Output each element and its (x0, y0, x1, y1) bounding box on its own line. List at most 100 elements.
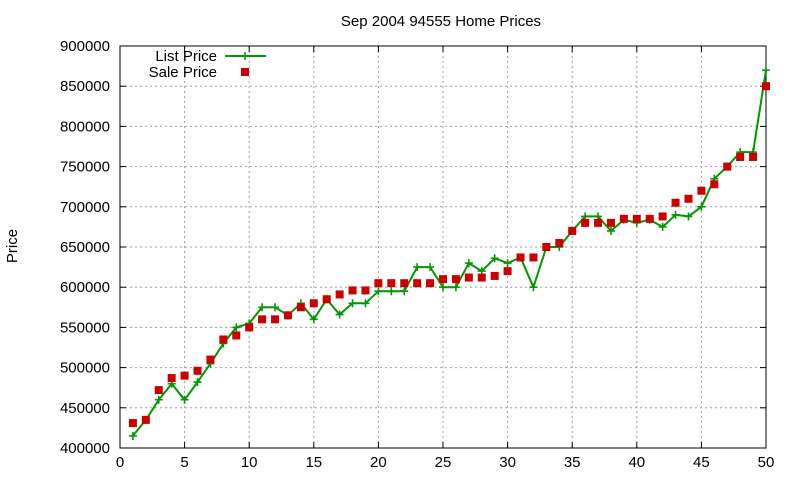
sale-price-point (322, 295, 331, 304)
sale-price-point (606, 218, 615, 227)
list-price-point (154, 395, 163, 404)
y-tick-label: 400000 (60, 440, 110, 457)
x-tick-label: 45 (693, 454, 710, 471)
sale-price-point (749, 152, 758, 161)
grid-lines (120, 46, 766, 448)
sale-price-point (516, 253, 525, 262)
sale-price-point (671, 198, 680, 207)
x-tick-label: 30 (499, 454, 516, 471)
sale-price-point (374, 279, 383, 288)
legend-marker-list-price (241, 52, 249, 60)
sale-price-point (723, 162, 732, 171)
sale-price-point (361, 286, 370, 295)
sale-price-point (581, 218, 590, 227)
sale-price-point (762, 82, 770, 91)
sale-price-point (258, 315, 267, 324)
legend-label-list-price: List Price (155, 48, 217, 65)
x-tick-label: 5 (180, 454, 188, 471)
sale-price-point (283, 311, 292, 320)
x-tick-label: 10 (241, 454, 258, 471)
list-price-point (606, 226, 615, 235)
list-price-point (180, 395, 189, 404)
sale-price-point (309, 299, 318, 308)
sale-price-point (439, 275, 447, 284)
list-price-point (309, 315, 318, 324)
list-price-point (374, 287, 383, 296)
sale-price-point (619, 214, 628, 223)
list-price-point (426, 263, 435, 272)
sale-price-point (736, 152, 745, 161)
sale-price-point (296, 303, 305, 312)
list-price-point (348, 299, 357, 308)
sale-price-point (245, 323, 254, 332)
y-tick-label: 500000 (60, 360, 110, 377)
x-tick-label: 25 (435, 454, 452, 471)
sale-price-point (658, 212, 667, 221)
legend-marker-sale-price (241, 68, 249, 76)
list-price-point (529, 283, 538, 292)
sale-price-point (232, 331, 241, 340)
sale-price-point (141, 415, 150, 424)
plot-frame (119, 45, 767, 449)
legend: List Price Sale Price (149, 48, 266, 81)
sale-price-point (193, 366, 202, 375)
list-price-point (400, 287, 409, 296)
list-price-point (697, 202, 706, 211)
sale-price-point (503, 267, 512, 276)
x-tick-label: 40 (628, 454, 645, 471)
sale-price-point (542, 243, 551, 251)
list-price-point (671, 210, 680, 219)
sale-price-point (568, 226, 577, 235)
sale-price-point (684, 194, 693, 203)
sale-price-point (387, 279, 396, 288)
y-tick-label: 650000 (60, 239, 110, 256)
sale-price-point (490, 271, 499, 280)
list-price-point (361, 299, 370, 308)
sale-price-point (128, 419, 137, 428)
sale-price-point (400, 279, 409, 288)
sale-price-point (710, 180, 719, 189)
sale-price-point (426, 279, 435, 288)
sale-price-point (206, 355, 215, 364)
list-price-point (762, 66, 770, 75)
x-tick-label: 0 (116, 454, 124, 471)
y-tick-label: 700000 (60, 199, 110, 216)
y-tick-label: 850000 (60, 78, 110, 95)
sale-price-point (594, 218, 603, 227)
y-tick-label: 900000 (60, 38, 110, 55)
list-price-point (335, 310, 344, 319)
sale-price-point (645, 214, 654, 223)
list-price-point (684, 212, 693, 221)
list-price-point (464, 259, 473, 268)
sale-price-point (632, 214, 641, 223)
x-tick-label: 15 (305, 454, 322, 471)
x-tick-label: 20 (370, 454, 387, 471)
sale-price-point (464, 273, 473, 282)
list-price-point (413, 263, 422, 272)
legend-label-sale-price: Sale Price (149, 64, 217, 81)
x-tick-label: 35 (564, 454, 581, 471)
sale-price-point (154, 386, 163, 395)
sale-price-point (271, 315, 280, 324)
list-price-point (658, 222, 667, 231)
sale-price-point (451, 275, 460, 284)
sale-price-point (555, 238, 564, 247)
sale-price-point (167, 374, 176, 383)
sale-price-point (697, 186, 706, 195)
sale-price-point (348, 286, 357, 295)
y-axis-label: Price (4, 229, 21, 263)
list-price-point (271, 303, 280, 312)
list-price-point (503, 259, 512, 268)
y-tick-label: 800000 (60, 118, 110, 135)
x-tick-label: 50 (758, 454, 775, 471)
y-tick-label: 600000 (60, 279, 110, 296)
sale-price-point (180, 371, 189, 380)
sale-price-point (529, 253, 538, 262)
list-price-line (132, 69, 767, 437)
chart-title: Sep 2004 94555 Home Prices (341, 13, 541, 30)
axis-ticks: 400000 450000 500000 550000 600000 650000 7000… (60, 38, 774, 471)
sale-price-point (335, 290, 344, 299)
list-price-point (387, 287, 396, 296)
y-tick-label: 450000 (60, 400, 110, 417)
